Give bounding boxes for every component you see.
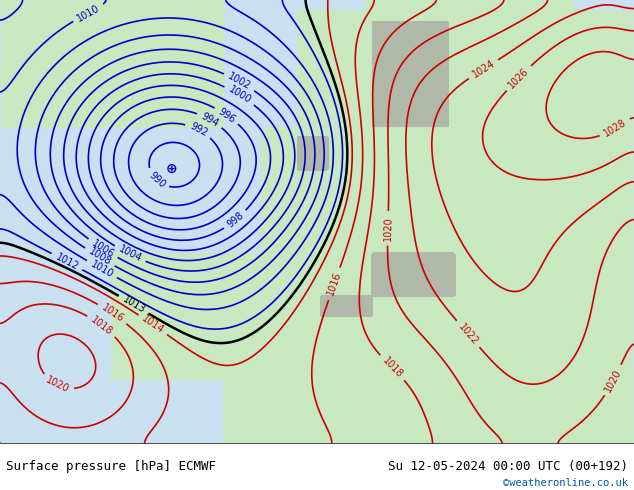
Text: 1008: 1008 [87, 246, 113, 268]
Text: 1013: 1013 [120, 294, 146, 315]
Text: 1014: 1014 [140, 314, 165, 336]
Text: ©weatheronline.co.uk: ©weatheronline.co.uk [503, 478, 628, 488]
Text: 1006: 1006 [90, 238, 116, 259]
Text: 1004: 1004 [117, 244, 143, 264]
Text: 998: 998 [225, 210, 245, 230]
Text: 990: 990 [146, 170, 167, 190]
Text: 996: 996 [216, 106, 237, 124]
Text: 1016: 1016 [325, 270, 343, 297]
Text: 1016: 1016 [100, 302, 126, 324]
Text: 994: 994 [200, 111, 221, 129]
Text: 1002: 1002 [226, 71, 252, 92]
Text: 1020: 1020 [382, 216, 393, 241]
Text: 1026: 1026 [507, 66, 531, 90]
Text: 992: 992 [188, 121, 209, 139]
Text: Su 12-05-2024 00:00 UTC (00+192): Su 12-05-2024 00:00 UTC (00+192) [387, 460, 628, 473]
Text: 1020: 1020 [44, 375, 70, 395]
Text: Surface pressure [hPa] ECMWF: Surface pressure [hPa] ECMWF [6, 460, 216, 473]
Text: 1020: 1020 [603, 367, 624, 393]
Text: 1024: 1024 [470, 58, 496, 80]
Text: 1000: 1000 [226, 85, 253, 106]
Text: ⊕: ⊕ [165, 162, 178, 176]
Text: 1018: 1018 [89, 314, 115, 337]
Text: 1028: 1028 [602, 118, 628, 139]
Text: 1010: 1010 [75, 2, 101, 24]
Text: 1022: 1022 [456, 321, 480, 346]
Text: 1012: 1012 [54, 251, 81, 272]
Text: 1018: 1018 [380, 355, 404, 380]
Text: 1010: 1010 [89, 259, 115, 280]
